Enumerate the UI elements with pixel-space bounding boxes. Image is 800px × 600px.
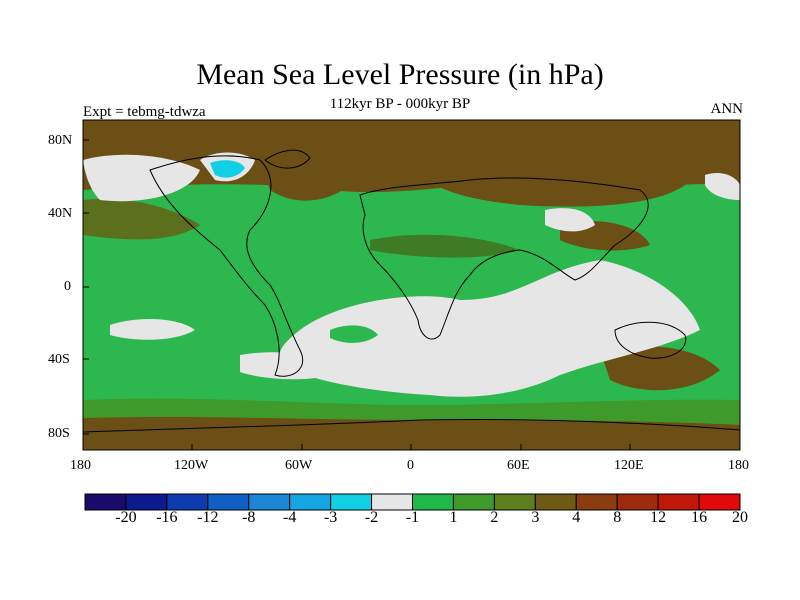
- axis-ticks: [82, 139, 741, 450]
- neutral-region: [240, 352, 350, 380]
- antarctica-outline: [83, 418, 740, 433]
- colorbar-label: 2: [490, 509, 499, 526]
- colorbar-label: -16: [156, 509, 178, 526]
- colorbar-label: 16: [691, 509, 708, 526]
- colorbar-swatch: [371, 493, 413, 511]
- colorbar-label: -12: [197, 509, 219, 526]
- x-tick-label: 180: [70, 458, 91, 473]
- patch-olive: [83, 198, 200, 240]
- pressure-field: [83, 120, 740, 450]
- neutral-region: [545, 208, 595, 232]
- x-tick-label: 60W: [285, 458, 313, 473]
- colorbar-label: -8: [242, 509, 256, 526]
- colorbar-swatch: [452, 493, 495, 511]
- patch-mid-green: [370, 234, 520, 258]
- colorbar-label: -1: [405, 509, 420, 526]
- patch-brown: [420, 146, 700, 207]
- map-subtitle: 112kyr BP - 000kyr BP: [329, 96, 471, 112]
- colorbar-swatch: [330, 493, 373, 511]
- band-antarctic: [83, 425, 740, 450]
- x-tick-label: 120W: [174, 458, 209, 473]
- colorbar-swatch: [616, 493, 659, 511]
- colorbar: [84, 493, 741, 511]
- colorbar-swatch: [289, 493, 332, 511]
- season-label: ANN: [710, 101, 744, 117]
- colorbar-swatch: [125, 493, 168, 511]
- neutral-region: [705, 173, 740, 200]
- patch-brown: [600, 346, 720, 391]
- americas-outline: [149, 155, 303, 377]
- colorbar-label: 1: [449, 509, 458, 526]
- colorbar-label: -20: [115, 509, 137, 526]
- eurasia-africa-outline: [359, 177, 649, 340]
- colorbar-swatch: [166, 493, 209, 511]
- colorbar-swatch: [698, 493, 741, 511]
- greenland-outline: [264, 149, 311, 169]
- colorbar-label: 20: [732, 509, 748, 526]
- coastlines: [83, 149, 740, 433]
- x-tick-label: 60E: [507, 458, 530, 473]
- colorbar-swatch: [534, 493, 577, 511]
- experiment-label: Expt = tebmg-tdwza: [83, 104, 206, 120]
- y-tick-label: 40N: [48, 206, 73, 221]
- negative-anomaly: [210, 160, 245, 178]
- neutral-region: [279, 260, 700, 397]
- neutral-region: [110, 318, 195, 340]
- y-tick-label: 80N: [48, 133, 73, 148]
- neutral-region: [83, 154, 200, 202]
- y-tick-label: 0: [64, 279, 71, 294]
- map-title: Mean Sea Level Pressure (in hPa): [196, 58, 604, 91]
- band-southern: [83, 398, 740, 425]
- y-tick-label: 80S: [48, 426, 70, 441]
- colorbar-swatch: [84, 493, 127, 511]
- australia-outline: [614, 321, 687, 359]
- x-tick-label: 120E: [614, 458, 644, 473]
- colorbar-label: 8: [613, 509, 622, 526]
- colorbar-swatch: [412, 493, 454, 511]
- colorbar-swatch: [657, 493, 700, 511]
- colorbar-label: -4: [283, 509, 297, 526]
- x-tick-label: 0: [407, 458, 414, 473]
- colorbar-swatch: [248, 493, 291, 511]
- colorbar-label: 3: [531, 509, 540, 526]
- colorbar-swatch: [575, 493, 618, 511]
- y-tick-label: 40S: [48, 352, 70, 367]
- colorbar-label: 12: [650, 509, 667, 526]
- colorbar-swatch: [207, 493, 250, 511]
- band-green: [330, 325, 378, 343]
- colorbar-label: 4: [572, 509, 581, 526]
- colorbar-label: -3: [323, 509, 338, 526]
- x-tick-label: 180: [728, 458, 749, 473]
- colorbar-swatch: [493, 493, 536, 511]
- patch-brown: [260, 155, 360, 201]
- colorbar-label: -2: [364, 509, 379, 526]
